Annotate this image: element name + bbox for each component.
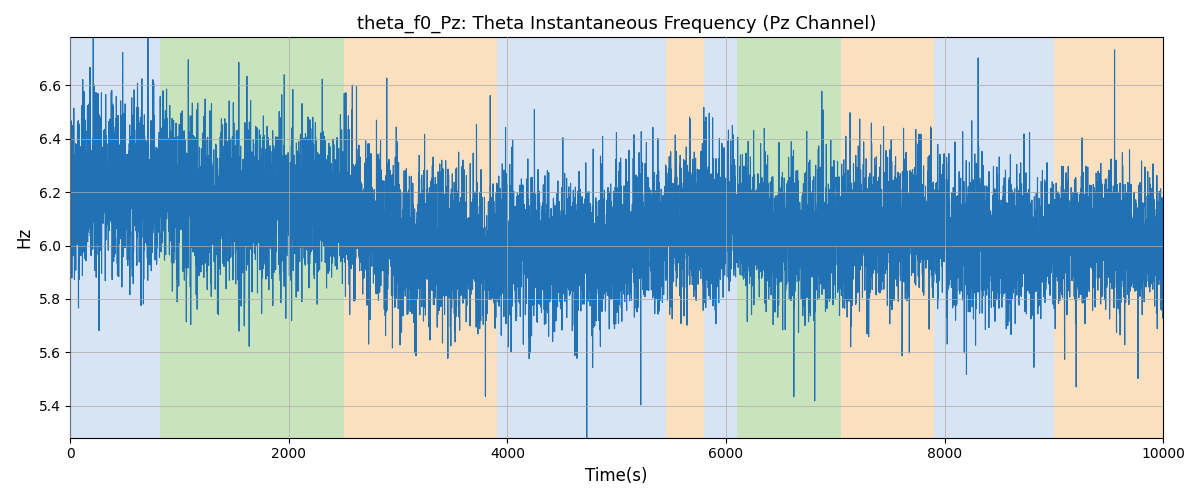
Bar — [737, 38, 841, 438]
Bar — [160, 38, 343, 438]
Bar — [704, 38, 737, 438]
Bar — [934, 38, 1054, 438]
Y-axis label: Hz: Hz — [14, 227, 32, 248]
Bar — [841, 38, 934, 438]
Bar — [71, 38, 160, 438]
X-axis label: Time(s): Time(s) — [586, 467, 648, 485]
Bar — [343, 38, 497, 438]
Title: theta_f0_Pz: Theta Instantaneous Frequency (Pz Channel): theta_f0_Pz: Theta Instantaneous Frequen… — [358, 15, 876, 34]
Bar — [1054, 38, 1163, 438]
Bar — [666, 38, 704, 438]
Bar — [497, 38, 666, 438]
